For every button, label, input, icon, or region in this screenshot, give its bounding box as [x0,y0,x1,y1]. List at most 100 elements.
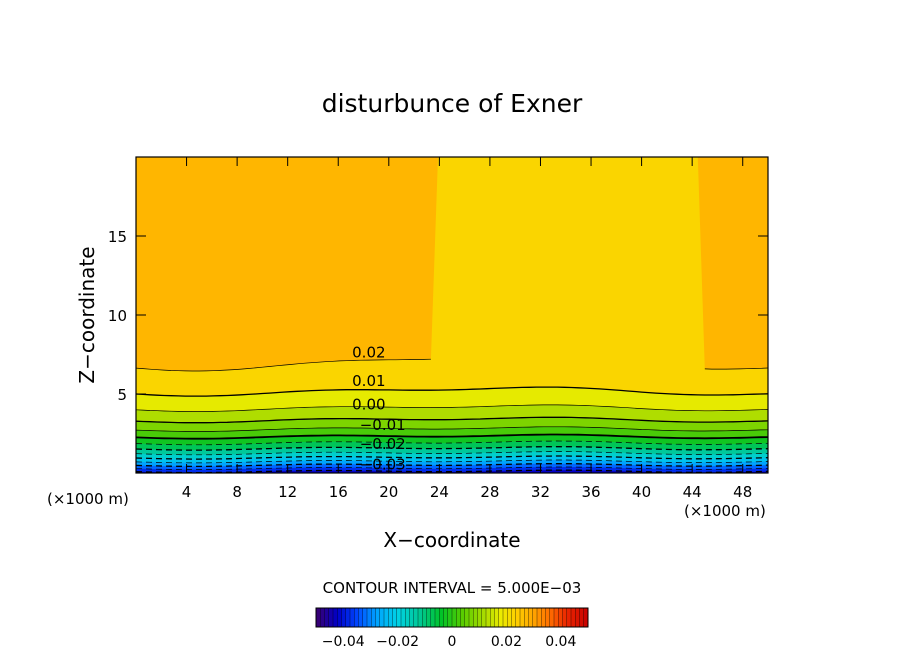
colorbar-cell [418,608,423,627]
colorbar-cell [358,608,364,627]
colorbar-tick-label: 0.02 [491,634,522,650]
colorbar-cell [477,608,483,627]
colorbar-cell [520,608,525,627]
colorbar-cell [388,608,393,627]
x-tick-label: 12 [278,483,297,501]
colorbar-cell [481,608,487,627]
contour-label: −0.03 [360,456,406,474]
colorbar-tick-label: −0.02 [376,634,419,650]
colorbar-cell [562,608,568,627]
contour-field [136,157,768,473]
x-tick-label: 8 [232,483,242,501]
contour-line [136,469,768,473]
x-tick-label: 40 [632,483,651,501]
x-tick-label: 16 [329,483,348,501]
x-tick-label: 44 [683,483,702,501]
contour-line [136,455,768,460]
colorbar-cell [566,608,572,627]
colorbar-cell [371,608,376,627]
colorbar-cell [494,608,500,627]
colorbar-cell [528,608,534,627]
colorbar-tick-label: 0.04 [545,634,576,650]
y-tick-label: 10 [108,307,127,325]
x-unit-left: (×1000 m) [47,490,129,508]
colorbar-cell [554,608,559,627]
x-axis-label: X−coordinate [383,528,520,552]
colorbar-cell [354,608,359,627]
colorbar-cell [541,608,546,627]
colorbar-cell [333,608,338,627]
x-axis: 4 8 12 16 20 24 28 32 36 40 44 48 [182,157,752,501]
colorbar-cell [362,608,368,627]
x-tick-label: 48 [733,483,752,501]
colorbar-cell [452,608,457,627]
colorbar-cell [396,608,402,627]
contour-line [136,433,768,440]
colorbar-cell [558,608,563,627]
x-tick-label: 24 [430,483,449,501]
contour-line [136,463,768,468]
contour-lines [136,358,768,473]
colorbar-cell [571,608,576,627]
colorbar-cell [443,608,449,627]
colorbar-cell [367,608,372,627]
x-tick-label: 28 [480,483,499,501]
x-tick-label: 20 [379,483,398,501]
colorbar-cell [341,608,347,627]
filled-bands [136,157,768,473]
colorbar-cell [405,608,410,627]
x-tick-label: 4 [182,483,192,501]
y-axis-label: Z−coordinate [75,246,99,383]
contour-line [136,446,768,451]
colorbar-cell [503,608,508,627]
x-tick-label: 36 [581,483,600,501]
colorbar-cell [320,608,325,627]
contour-line [136,466,768,470]
contour-line [136,386,768,397]
contour-label: 0.01 [352,372,385,390]
colorbar-tick-label: 0 [448,634,457,650]
colorbar-cell [537,608,542,627]
contour-line [136,451,768,456]
contour-line [136,416,768,424]
colorbar-cell [439,608,444,627]
contour-label: −0.02 [360,435,406,453]
chart-title: disturbunce of Exner [322,89,583,118]
colorbar-cell [486,608,491,627]
colorbar-cell [328,608,334,627]
colorbar-cell [583,608,589,627]
contour-line [136,426,768,432]
colorbar-cell [469,608,474,627]
y-tick-label: 5 [117,386,127,404]
contour-line [136,440,768,446]
colorbar-cell [545,608,551,627]
colorbar-cell [515,608,521,627]
colorbar-cell [430,608,436,627]
colorbar-cell [456,608,461,627]
colorbar-frame [315,607,589,628]
contour-line [136,404,768,412]
contour-interval-text: CONTOUR INTERVAL = 5.000E−03 [323,579,582,597]
colorbar-cell [413,608,419,627]
contour-band [136,157,768,371]
colorbar-cell [345,608,351,627]
colorbar-cell [579,608,585,627]
colorbar-cell [316,608,321,627]
colorbar-cell [507,608,512,627]
colorbar-cell [498,608,504,627]
colorbar-cell [575,608,580,627]
colorbar-cell [384,608,389,627]
contour-label: 0.02 [352,343,385,361]
colorbar-cell [324,608,330,627]
colorbar-cell [379,608,385,627]
y-tick-label: 15 [108,228,127,246]
colorbar-cell [401,608,406,627]
colorbar-cell [337,608,342,627]
colorbar-cell [426,608,432,627]
contour-line [136,459,768,464]
colorbar-cell [435,608,440,627]
colorbar-cell [549,608,555,627]
x-tick-label: 32 [531,483,550,501]
